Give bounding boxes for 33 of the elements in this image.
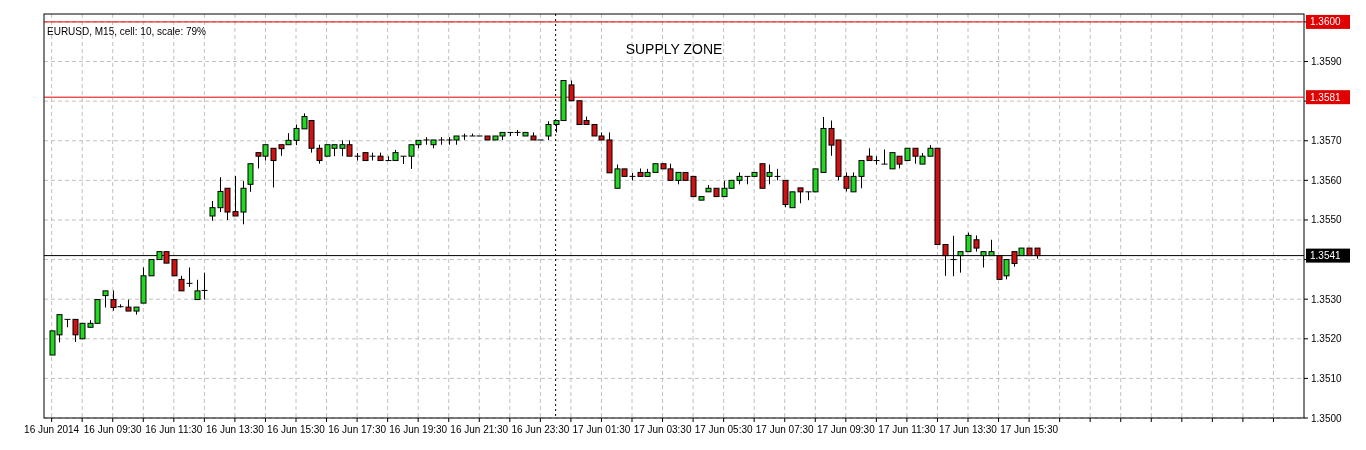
x-tick-label: 17 Jun 11:30 bbox=[878, 424, 936, 435]
x-tick-label: 16 Jun 17:30 bbox=[328, 424, 387, 435]
x-tick-label: 16 Jun 2014 bbox=[24, 424, 80, 435]
ref-line-label: 1.3581 bbox=[1310, 91, 1342, 103]
x-tick-label: 17 Jun 13:30 bbox=[939, 424, 998, 435]
x-tick-label: 16 Jun 19:30 bbox=[389, 424, 448, 435]
x-tick-label: 17 Jun 09:30 bbox=[816, 424, 876, 435]
ref-line-label: 1.3600 bbox=[1310, 16, 1342, 28]
y-tick-label: 1.3570 bbox=[1311, 135, 1343, 147]
x-tick-label: 16 Jun 09:30 bbox=[83, 424, 143, 435]
x-tick-label: 16 Jun 13:30 bbox=[206, 424, 265, 435]
y-tick-label: 1.3530 bbox=[1311, 293, 1343, 305]
y-tick-label: 1.3590 bbox=[1311, 56, 1343, 68]
text: EURUSD, M15, cell: 10, scale: 79% bbox=[47, 26, 207, 37]
annotation: SUPPLY ZONE bbox=[625, 41, 723, 57]
y-tick-label: 1.3510 bbox=[1311, 372, 1343, 384]
x-tick-label: 16 Jun 11:30 bbox=[145, 424, 203, 435]
x-tick-label: 17 Jun 03:30 bbox=[633, 424, 692, 435]
candlestick bbox=[247, 163, 254, 193]
x-tick-label: 16 Jun 23:30 bbox=[511, 424, 570, 435]
candlestick bbox=[186, 266, 193, 288]
x-tick-label: 16 Jun 15:30 bbox=[267, 424, 326, 435]
x-tick-label: 17 Jun 01:30 bbox=[572, 424, 631, 435]
x-tick-label: 17 Jun 07:30 bbox=[755, 424, 815, 435]
x-tick-label: 16 Jun 21:30 bbox=[450, 424, 509, 435]
y-tick-label: 1.3560 bbox=[1311, 174, 1343, 186]
y-tick-label: 1.3550 bbox=[1311, 214, 1343, 226]
ref-line-label: 1.3541 bbox=[1310, 250, 1342, 262]
y-tick-label: 1.3520 bbox=[1311, 333, 1343, 345]
y-tick-label: 1.3500 bbox=[1311, 412, 1343, 424]
x-tick-label: 17 Jun 05:30 bbox=[694, 424, 753, 435]
candlestick bbox=[774, 168, 781, 181]
x-tick-label: 17 Jun 15:30 bbox=[1000, 424, 1059, 435]
